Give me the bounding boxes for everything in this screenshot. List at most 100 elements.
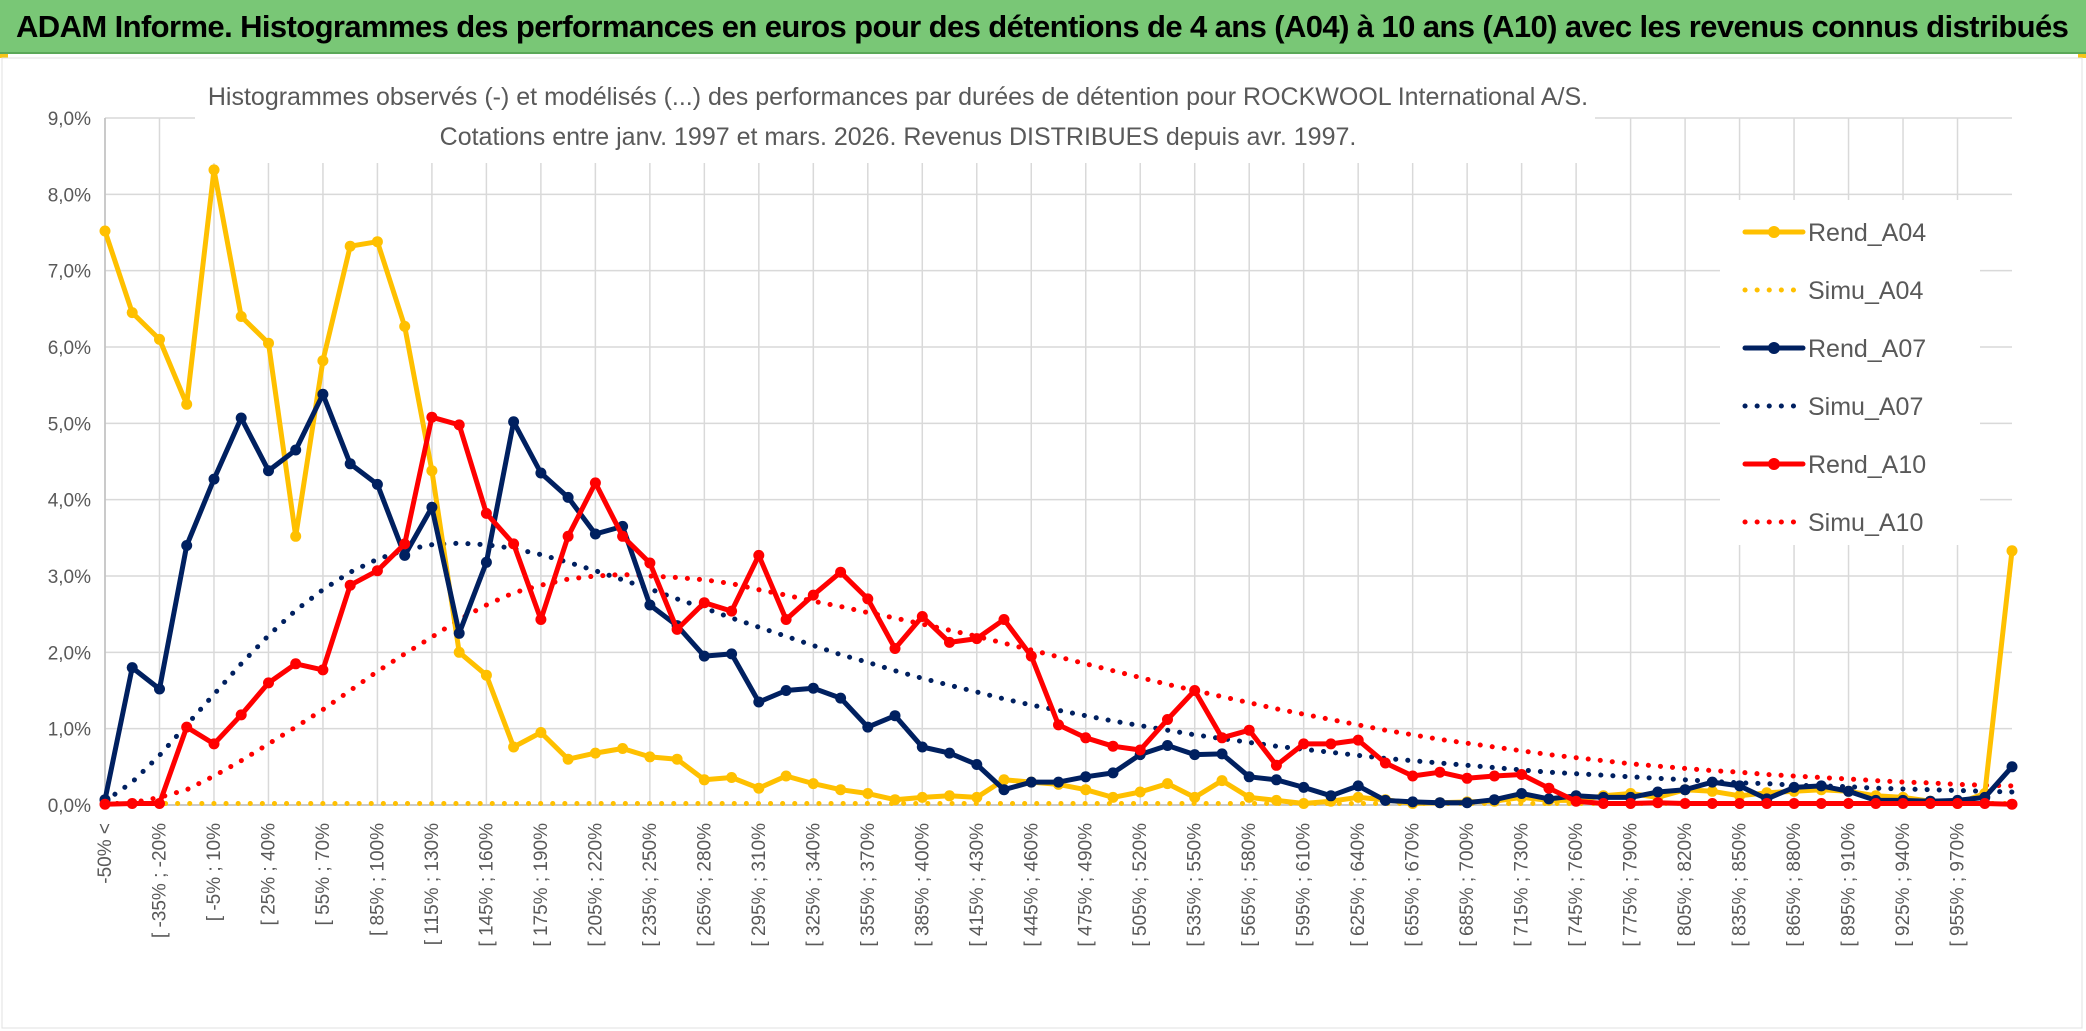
data-point [1189, 749, 1201, 761]
corner-accent-left [0, 54, 8, 58]
x-tick-label: [ 565% ; 580% [1239, 823, 1260, 947]
data-point [126, 307, 138, 319]
data-point [1053, 719, 1064, 731]
x-tick-label: -50% < [95, 823, 116, 884]
data-point [235, 412, 247, 424]
data-point [862, 788, 874, 799]
x-tick-label: [ 595% ; 610% [1294, 823, 1315, 947]
data-point [535, 467, 547, 479]
x-tick-label: [ 745% ; 760% [1566, 823, 1587, 947]
chart-legend: Rend_A04 Simu_A04 Rend_A07 Simu_A07 Rend_A10… [1742, 219, 1926, 537]
data-point [1189, 685, 1201, 696]
legend-label: Rend_A07 [1808, 335, 1926, 363]
data-point [1788, 781, 1800, 793]
data-point [1543, 782, 1555, 794]
data-point [1189, 791, 1201, 803]
data-point [1570, 795, 1582, 807]
legend-label: Simu_A10 [1808, 509, 1923, 537]
report-title: ADAM Informe. Histogrammes des performan… [16, 9, 2069, 44]
data-point [263, 465, 274, 477]
data-point [1216, 775, 1228, 787]
x-tick-label: [ 865% ; 880% [1784, 823, 1805, 947]
data-point [453, 627, 465, 639]
x-tick-label: [ 775% ; 790% [1621, 823, 1642, 947]
data-point [1815, 780, 1827, 792]
data-point [1979, 798, 1991, 809]
data-point [535, 614, 547, 625]
x-axis-ticks: -50% < [ -35% ; -20% [ -5% ; 10% [ 25% ; 40… [95, 823, 1969, 947]
legend-item-simu_a10: Simu_A10 [1742, 509, 1923, 537]
y-tick-label: 8,0% [48, 185, 91, 206]
data-point [480, 507, 492, 519]
legend-item-rend_a04: Rend_A04 [1742, 219, 1926, 247]
data-point [1652, 786, 1664, 798]
data-point [1461, 797, 1473, 809]
data-point [1298, 798, 1310, 809]
y-tick-label: 5,0% [48, 414, 91, 435]
data-point [208, 473, 220, 485]
data-point [862, 721, 874, 733]
legend-item-simu_a07: Simu_A07 [1742, 393, 1923, 421]
data-point [671, 753, 683, 765]
data-point [508, 416, 520, 428]
x-tick-label: [ 505% ; 520% [1130, 823, 1151, 947]
x-tick-label: [ 25% ; 40% [258, 823, 279, 926]
data-point [835, 784, 847, 796]
data-point [780, 770, 792, 782]
x-tick-label: [ 415% ; 430% [967, 823, 988, 947]
data-point [1734, 780, 1746, 792]
data-point [371, 478, 383, 490]
data-point [753, 696, 765, 708]
x-tick-label: [ 355% ; 370% [858, 823, 879, 947]
data-point [1379, 757, 1391, 769]
data-point [753, 549, 765, 561]
data-point [399, 538, 411, 550]
data-point [971, 759, 983, 770]
data-point [1843, 785, 1854, 797]
data-point [1107, 740, 1119, 752]
data-point [1270, 794, 1282, 806]
data-point [1543, 793, 1555, 805]
data-point [889, 710, 901, 722]
data-point [235, 311, 247, 322]
y-tick-label: 1,0% [48, 720, 91, 741]
legend-label: Simu_A04 [1808, 277, 1923, 305]
data-point [99, 225, 111, 237]
data-point [453, 419, 465, 431]
x-tick-label: [ 955% ; 970% [1948, 823, 1969, 947]
data-point [263, 677, 274, 689]
data-point [1216, 748, 1228, 760]
data-point [889, 794, 901, 806]
data-point [1870, 798, 1882, 809]
data-point [1815, 798, 1827, 809]
data-point [371, 236, 383, 248]
series-simu_a10 [102, 572, 2015, 807]
data-point [589, 477, 601, 489]
data-point [1924, 798, 1936, 809]
data-point [998, 774, 1010, 786]
data-point [508, 741, 520, 753]
data-point [1270, 774, 1282, 786]
data-point [1488, 794, 1500, 806]
data-point [263, 337, 274, 349]
data-point [1107, 767, 1119, 779]
data-point [698, 597, 710, 609]
data-point [726, 648, 738, 660]
legend-item-rend_a07: Rend_A07 [1742, 335, 1926, 363]
data-point [2006, 545, 2018, 557]
data-point [317, 355, 329, 367]
data-point [1434, 766, 1446, 778]
data-point [862, 593, 874, 605]
data-point [1706, 785, 1718, 797]
data-point [780, 685, 792, 696]
data-point [508, 538, 520, 550]
data-point [1107, 791, 1119, 803]
legend-label: Rend_A04 [1808, 219, 1926, 247]
data-point [698, 650, 710, 662]
data-point [1298, 738, 1310, 750]
data-point [1325, 738, 1337, 750]
legend-marker [1768, 458, 1780, 470]
x-tick-label: [ 475% ; 490% [1076, 823, 1097, 947]
data-point [562, 530, 574, 542]
data-point [1352, 791, 1364, 803]
